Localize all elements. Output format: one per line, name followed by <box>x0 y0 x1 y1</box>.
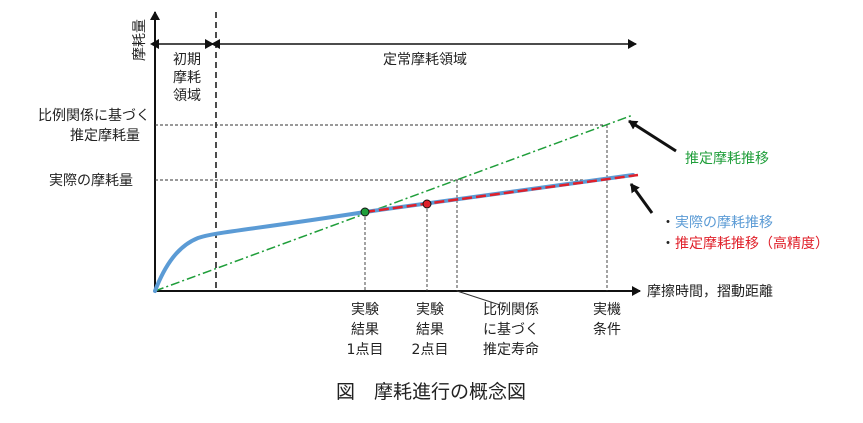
svg-text:初期: 初期 <box>173 51 201 68</box>
actual-wear-level-label: 実際の摩耗量 <box>49 172 133 189</box>
result-point-1 <box>360 207 370 217</box>
legend-blue-label: ・実際の摩耗推移 <box>661 214 773 231</box>
svg-text:1点目: 1点目 <box>347 342 384 358</box>
x-marker-label-result-1: 実験 結果 1点目 <box>347 302 384 358</box>
figure-caption: 図 摩耗進行の概念図 <box>336 380 526 403</box>
svg-text:推定摩耗量: 推定摩耗量 <box>70 127 140 144</box>
life-pointer-line <box>456 290 501 306</box>
legend-green-label: 推定摩耗推移 <box>685 150 769 167</box>
actual-wear-curve <box>153 173 635 293</box>
proportional-estimate-line <box>154 114 634 292</box>
svg-text:結果: 結果 <box>416 322 444 338</box>
svg-text:条件: 条件 <box>593 321 621 338</box>
legend-red-text: 推定摩耗推移（高精度） <box>675 235 829 252</box>
svg-text:2点目: 2点目 <box>412 342 449 358</box>
svg-text:結果: 結果 <box>351 322 379 338</box>
x-axis-label: 摩擦時間，摺動距離 <box>647 283 773 300</box>
legend-red-label: ・推定摩耗推移（高精度） <box>661 235 829 252</box>
svg-text:推定寿命: 推定寿命 <box>483 341 539 358</box>
green-legend-arrow <box>628 119 677 153</box>
result-point-2 <box>422 199 432 209</box>
legend-blue-bullet: ・ <box>661 215 675 231</box>
legend-blue-text: 実際の摩耗推移 <box>675 214 773 231</box>
estimated-wear-level-label: 比例関係に基づく 推定摩耗量 <box>38 107 150 144</box>
red-blue-legend-arrow <box>629 183 654 214</box>
svg-text:摩耗: 摩耗 <box>173 69 201 86</box>
svg-text:領域: 領域 <box>173 87 201 104</box>
y-axis-label: 摩耗量 <box>131 19 148 61</box>
svg-text:比例関係: 比例関係 <box>483 302 539 318</box>
svg-text:に基づく: に基づく <box>483 321 539 338</box>
steady-region-label: 定常摩耗領域 <box>383 51 467 68</box>
svg-text:比例関係に基づく: 比例関係に基づく <box>38 107 150 124</box>
x-marker-label-actual-condition: 実機 条件 <box>593 302 621 338</box>
svg-text:実験: 実験 <box>416 302 444 318</box>
initial-region-label: 初期 摩耗 領域 <box>173 51 201 104</box>
legend-red-bullet: ・ <box>661 236 675 252</box>
svg-text:実験: 実験 <box>351 302 379 318</box>
x-marker-label-result-2: 実験 結果 2点目 <box>412 302 449 358</box>
high-accuracy-estimate-line <box>364 173 639 214</box>
x-marker-label-proportional-life: 比例関係 に基づく 推定寿命 <box>483 302 539 358</box>
svg-text:実機: 実機 <box>593 302 621 318</box>
